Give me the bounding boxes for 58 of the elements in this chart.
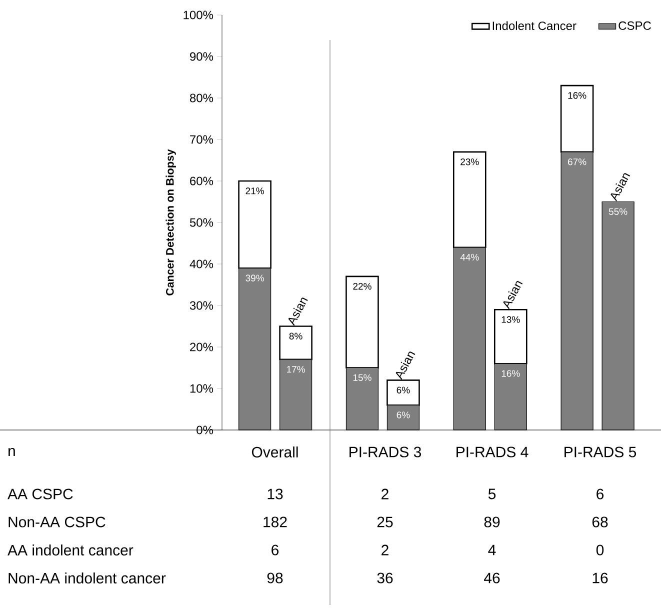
text: 98	[267, 572, 283, 584]
text: AA indolent cancer	[8, 544, 134, 556]
text: 0	[596, 544, 604, 556]
text: 2	[382, 544, 388, 556]
data-label: 67%	[568, 158, 586, 166]
text: PI-RADS 4	[456, 446, 528, 458]
text: Overall	[252, 446, 298, 458]
data-label: 44%	[460, 254, 479, 261]
x-tick-label: Asian	[610, 173, 630, 202]
text: 89	[484, 516, 500, 528]
legend-label: Indolent Cancer	[492, 21, 576, 30]
data-label: 6%	[396, 386, 410, 394]
text: n	[8, 448, 15, 456]
legend-label: CSPC	[618, 21, 651, 30]
y-tick-label: 60%	[190, 176, 214, 186]
text: AA CSPC	[8, 488, 73, 500]
text: 5	[488, 488, 496, 500]
text: 2	[382, 488, 388, 500]
text: 25	[377, 516, 393, 528]
text: 6	[272, 544, 279, 556]
text: PI-RADS 3	[350, 446, 422, 458]
data-label: 55%	[608, 208, 628, 215]
text: 68	[592, 516, 608, 528]
data-label: 22%	[353, 282, 372, 290]
y-tick-label: 90%	[190, 52, 214, 61]
data-label: 21%	[246, 188, 264, 194]
data-label: 8%	[289, 332, 302, 340]
y-tick-label: 0%	[196, 426, 214, 434]
y-tick-label: 100%	[184, 10, 214, 20]
y-tick-label: 30%	[190, 301, 214, 310]
text: Non-AA indolent cancer	[8, 572, 166, 584]
data-label: 39%	[246, 274, 264, 282]
text: 36	[377, 572, 393, 584]
x-tick-label: Asian	[288, 298, 308, 326]
data-label: 6%	[396, 412, 410, 418]
text: 46	[484, 572, 500, 584]
y-axis-title: Cancer Detection on Biopsy	[166, 149, 176, 296]
data-label: 17%	[287, 366, 305, 373]
data-label: 15%	[353, 374, 372, 381]
text: PI-RADS 5	[564, 446, 636, 458]
data-label: 16%	[568, 92, 586, 99]
text: 4	[488, 544, 496, 556]
text: 182	[264, 516, 287, 528]
data-label: 23%	[460, 158, 479, 166]
text: 13	[268, 488, 283, 500]
x-tick-label: Asian	[396, 352, 416, 380]
y-tick-label: 10%	[190, 384, 214, 393]
x-tick-label: Asian	[503, 281, 523, 310]
data-label: 13%	[502, 316, 520, 323]
y-tick-label: 20%	[190, 342, 214, 352]
data-label: 16%	[502, 370, 520, 377]
text: 6	[596, 488, 604, 500]
text: 16	[592, 572, 608, 584]
text: Non-AA CSPC	[8, 516, 106, 528]
y-tick-label: 80%	[190, 94, 214, 102]
y-tick-label: 50%	[190, 218, 214, 227]
y-tick-label: 70%	[190, 135, 214, 144]
y-tick-label: 40%	[190, 260, 214, 268]
